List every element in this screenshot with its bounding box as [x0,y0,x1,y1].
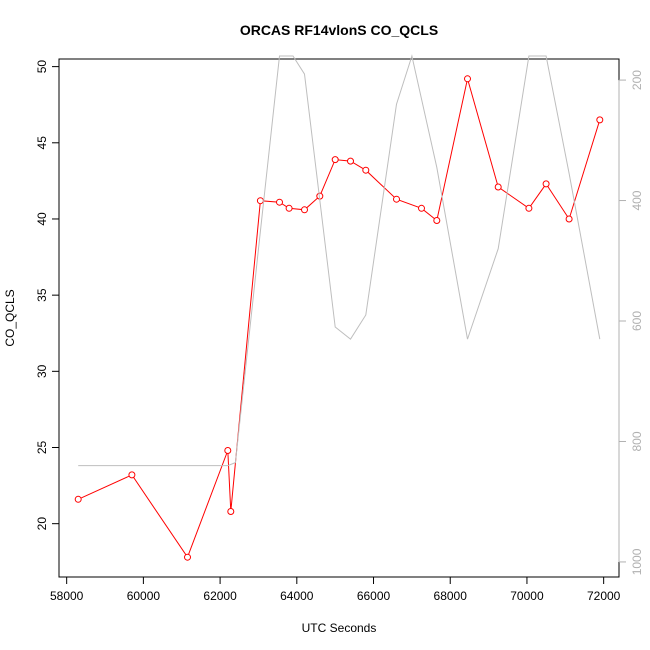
y-tick-label-6: 50 [35,60,49,74]
series-0-point-6 [276,198,283,206]
y-axis-title: CO_QCLS [3,289,17,346]
y-tick-label-0: 20 [35,517,49,531]
series-0-point-21 [596,116,604,124]
chart-title: ORCAS RF14vlonS CO_QCLS [240,22,438,38]
series-0-point-0 [74,495,82,503]
series-layer [74,54,604,561]
series-0-point-5 [256,197,264,205]
x-tick-label-4: 66000 [357,589,391,603]
series-0-point-11 [347,157,354,165]
series-0-point-12 [362,166,370,174]
series-0-point-1 [128,471,136,479]
series-0-point-14 [418,204,425,212]
series-1-line [78,54,601,467]
y-tick-label-5: 45 [35,136,49,150]
y-tick-label-1: 25 [35,441,49,455]
x-tick-label-7: 72000 [587,589,621,603]
x-tick-label-1: 60000 [127,589,161,603]
y-tick-label-3: 35 [35,288,49,302]
y2-tick-label-0: 200 [630,70,644,90]
x-axis: 58000 60000 62000 64000 66000 68000 70000 72000 [50,576,621,603]
series-0-line [77,78,601,559]
series-0 [74,75,604,561]
x-tick-label-5: 68000 [434,589,468,603]
series-0-point-17 [494,183,502,191]
series-0-point-19 [542,180,550,188]
plot-frame [58,58,620,578]
y-axis: 20 25 30 35 40 45 50 [35,60,60,531]
series-0-point-13 [393,195,400,203]
x-tick-label-2: 62000 [203,589,237,603]
y2-tick-label-2: 600 [630,311,644,331]
series-0-point-2 [184,553,191,561]
series-0-point-7 [285,204,293,212]
x-tick-label-0: 58000 [50,589,84,603]
y2-tick-label-4: 1000 [630,548,644,575]
series-0-point-15 [433,217,441,224]
x-axis-title: UTC Seconds [302,621,377,635]
x-tick-label-3: 64000 [280,589,314,603]
series-1 [78,54,601,467]
series-0-point-20 [565,215,573,223]
series-0-point-8 [301,206,308,214]
series-0-point-10 [331,156,339,164]
y2-tick-label-1: 400 [630,190,644,210]
x-tick-label-6: 70000 [510,589,544,603]
series-0-point-18 [525,204,533,212]
series-0-point-3 [224,447,232,454]
y2-tick-label-3: 800 [630,431,644,451]
y-tick-label-2: 30 [35,364,49,378]
series-0-point-4 [227,508,235,515]
y2-axis: 200 400 600 800 1000 [618,70,644,575]
series-0-point-16 [464,75,471,83]
y-tick-label-4: 40 [35,212,49,226]
